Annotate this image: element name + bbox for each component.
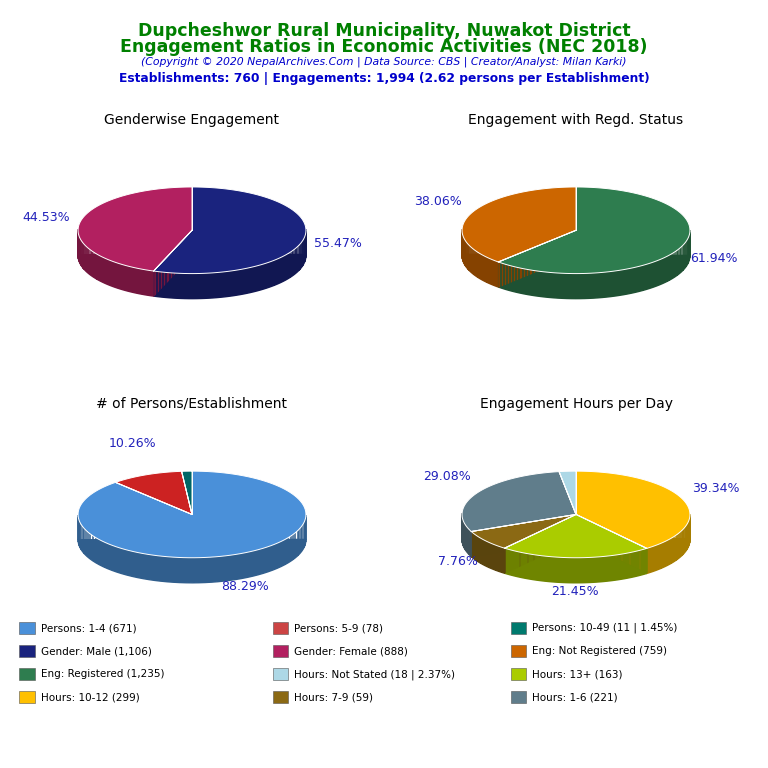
Text: 21.45%: 21.45% <box>551 585 599 598</box>
Polygon shape <box>576 471 690 548</box>
Text: Hours: 10-12 (299): Hours: 10-12 (299) <box>41 692 140 703</box>
Text: Gender: Male (1,106): Gender: Male (1,106) <box>41 646 151 657</box>
Polygon shape <box>154 187 306 273</box>
Title: Engagement with Regd. Status: Engagement with Regd. Status <box>468 113 684 127</box>
Polygon shape <box>78 539 306 583</box>
Polygon shape <box>78 471 306 558</box>
Text: 61.94%: 61.94% <box>690 252 737 265</box>
Text: Eng: Not Registered (759): Eng: Not Registered (759) <box>532 646 667 657</box>
Polygon shape <box>462 187 576 262</box>
Text: Persons: 10-49 (11 | 1.45%): Persons: 10-49 (11 | 1.45%) <box>532 623 677 634</box>
Polygon shape <box>576 538 690 574</box>
Polygon shape <box>115 472 192 515</box>
Title: Genderwise Engagement: Genderwise Engagement <box>104 113 280 127</box>
Text: Persons: 1-4 (671): Persons: 1-4 (671) <box>41 623 137 634</box>
Text: Hours: Not Stated (18 | 2.37%): Hours: Not Stated (18 | 2.37%) <box>294 669 455 680</box>
Polygon shape <box>505 539 647 583</box>
Text: 29.08%: 29.08% <box>422 470 471 483</box>
Polygon shape <box>78 187 192 271</box>
Polygon shape <box>472 515 576 548</box>
Text: Persons: 5-9 (78): Persons: 5-9 (78) <box>294 623 383 634</box>
Text: 44.53%: 44.53% <box>22 210 70 223</box>
Text: 7.76%: 7.76% <box>438 554 478 568</box>
Polygon shape <box>498 255 690 299</box>
Polygon shape <box>78 255 192 296</box>
Text: Establishments: 760 | Engagements: 1,994 (2.62 persons per Establishment): Establishments: 760 | Engagements: 1,994… <box>119 72 649 85</box>
Text: Eng: Registered (1,235): Eng: Registered (1,235) <box>41 669 164 680</box>
Polygon shape <box>559 471 576 515</box>
Text: 10.26%: 10.26% <box>108 437 157 450</box>
Text: (Copyright © 2020 NepalArchives.Com | Data Source: CBS | Creator/Analyst: Milan : (Copyright © 2020 NepalArchives.Com | Da… <box>141 57 627 68</box>
Polygon shape <box>462 472 576 531</box>
Text: Dupcheshwor Rural Municipality, Nuwakot District: Dupcheshwor Rural Municipality, Nuwakot … <box>137 22 631 39</box>
Text: Engagement Ratios in Economic Activities (NEC 2018): Engagement Ratios in Economic Activities… <box>121 38 647 56</box>
Title: # of Persons/Establishment: # of Persons/Establishment <box>97 397 287 411</box>
Polygon shape <box>154 254 306 299</box>
Polygon shape <box>498 187 690 273</box>
Polygon shape <box>505 515 647 558</box>
Title: Engagement Hours per Day: Engagement Hours per Day <box>479 397 673 411</box>
Polygon shape <box>181 471 192 515</box>
Polygon shape <box>472 539 576 573</box>
Text: 39.34%: 39.34% <box>692 482 740 495</box>
Text: Hours: 7-9 (59): Hours: 7-9 (59) <box>294 692 373 703</box>
Text: 55.47%: 55.47% <box>314 237 362 250</box>
Text: 88.29%: 88.29% <box>221 581 269 593</box>
Text: Gender: Female (888): Gender: Female (888) <box>294 646 408 657</box>
Polygon shape <box>462 538 576 557</box>
Text: 38.06%: 38.06% <box>414 195 462 208</box>
Text: Hours: 1-6 (221): Hours: 1-6 (221) <box>532 692 617 703</box>
Polygon shape <box>462 254 576 287</box>
Text: Hours: 13+ (163): Hours: 13+ (163) <box>532 669 623 680</box>
